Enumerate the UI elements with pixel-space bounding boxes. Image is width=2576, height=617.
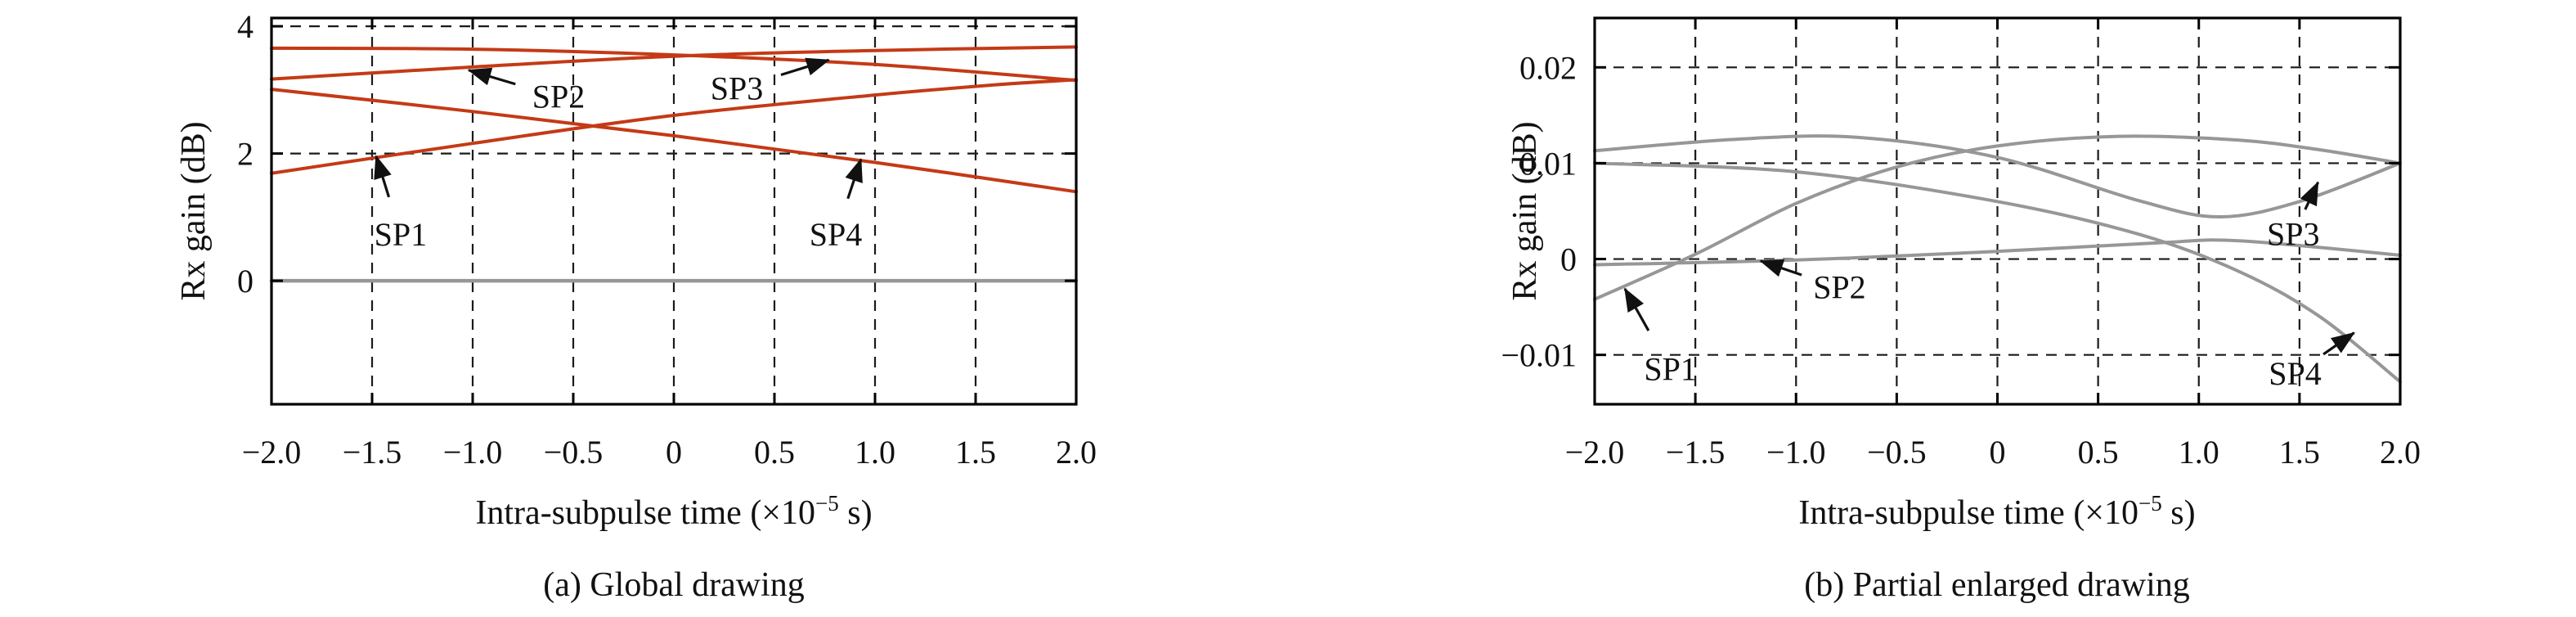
panel-a-sp1-label: SP1 — [375, 216, 428, 253]
panel-a-sp4-arrow-icon — [845, 158, 863, 200]
x-axis-title-pre: Intra-subpulse time (×10 — [475, 494, 815, 532]
x-axis-title-post: s) — [839, 494, 873, 532]
panel-a-series-sp4 — [270, 88, 1078, 194]
x-tick-label: 1.0 — [855, 434, 895, 471]
x-tick-label: 1.5 — [2279, 434, 2320, 471]
x-tick-label: −2.0 — [242, 434, 302, 471]
y-tick-label: 2 — [237, 136, 254, 173]
x-tick-label: 0.5 — [2078, 434, 2119, 471]
panel-b-sp4-label: SP4 — [2269, 355, 2322, 392]
x-tick-label: −0.5 — [1867, 434, 1927, 471]
panel-b-annotations: SP1 SP2 SP3 SP4 — [1623, 181, 2355, 392]
x-tick-label: −1.0 — [443, 434, 503, 471]
x-tick-label: −1.5 — [1666, 434, 1726, 471]
x-axis-title: Intra-subpulse time (×10−5 s) — [1798, 491, 2195, 532]
panel-b-partial-enlarged-drawing: −2.0 −1.5 −1.0 −0.5 0 0.5 1.0 1.5 2.0 0.02 0.01 0 −0… — [1501, 16, 2421, 604]
panel-a-series-sp3 — [270, 46, 1078, 83]
x-axis-title-superscript: −5 — [2138, 491, 2162, 516]
y-tick-label: 0.02 — [1519, 49, 1577, 86]
panel-a-sp2-arrow-icon — [467, 67, 516, 86]
panel-b-sp4-arrow-icon — [2322, 331, 2355, 356]
panel-b-series-sp4 — [1593, 161, 2402, 384]
panel-a-sp2-label: SP2 — [532, 78, 586, 115]
panel-b-gridlines — [1595, 18, 2400, 404]
panel-a-tick-labels: −2.0 −1.5 −1.0 −0.5 0 0.5 1.0 1.5 2.0 4 2 0 — [237, 8, 1097, 471]
x-axis-title-superscript: −5 — [815, 491, 839, 516]
x-tick-label: 2.0 — [2380, 434, 2421, 471]
panel-b-series-sp2 — [1593, 238, 2402, 267]
panel-b-sp1-label: SP1 — [1644, 350, 1697, 387]
y-tick-label: 0 — [1560, 241, 1577, 278]
x-tick-label: −2.0 — [1565, 434, 1625, 471]
panel-b-sp1-arrow-icon — [1623, 287, 1650, 331]
panel-b-sp3-label: SP3 — [2267, 216, 2320, 253]
panel-a-series — [269, 45, 1079, 283]
panel-a-frame — [270, 16, 1078, 406]
y-tick-label: 0 — [237, 263, 254, 299]
x-tick-label: 1.5 — [955, 434, 996, 471]
x-tick-label: 1.0 — [2179, 434, 2219, 471]
panel-a-sp4-label: SP4 — [810, 216, 863, 253]
panel-b-sp3-arrow-icon — [2300, 181, 2319, 210]
panel-a-annotations: SP1 SP2 SP3 SP4 — [374, 57, 863, 253]
panel-a-caption: (a) Global drawing — [543, 566, 805, 604]
panel-a-series-sp1 — [270, 78, 1078, 175]
panel-a-sp3-arrow-icon — [780, 57, 830, 77]
panel-b-sp2-arrow-icon — [1759, 259, 1802, 277]
panel-b-caption: (b) Partial enlarged drawing — [1804, 566, 2190, 604]
panel-b-series-sp3 — [1593, 134, 2402, 219]
panel-a-global-drawing: −2.0 −1.5 −1.0 −0.5 0 0.5 1.0 1.5 2.0 4 2 0 Intra-su… — [175, 8, 1097, 604]
x-tick-label: −0.5 — [544, 434, 604, 471]
y-axis-title: Rx gain (dB) — [175, 121, 213, 300]
x-tick-label: −1.0 — [1766, 434, 1826, 471]
panel-b-series — [1593, 134, 2402, 384]
panel-a-gridlines — [272, 18, 1076, 404]
x-axis-title-pre: Intra-subpulse time (×10 — [1798, 494, 2138, 532]
x-tick-label: 0 — [666, 434, 682, 471]
panel-b-tick-labels: −2.0 −1.5 −1.0 −0.5 0 0.5 1.0 1.5 2.0 0.02 0.01 0 −0… — [1501, 49, 2421, 471]
y-tick-label: 0.01 — [1519, 145, 1577, 182]
panel-a-sp3-label: SP3 — [711, 70, 764, 106]
y-tick-label: 4 — [237, 8, 254, 45]
x-tick-label: −1.5 — [343, 434, 402, 471]
y-axis-title: Rx gain (dB) — [1506, 121, 1544, 300]
panel-a-sp1-arrow-icon — [374, 155, 392, 198]
x-tick-label: 0 — [1990, 434, 2006, 471]
x-tick-label: 2.0 — [1056, 434, 1097, 471]
panel-b-sp2-label: SP2 — [1813, 269, 1866, 306]
panel-b-series-sp1 — [1593, 134, 2402, 301]
y-tick-label: −0.01 — [1501, 337, 1577, 374]
x-axis-title: Intra-subpulse time (×10−5 s) — [475, 491, 872, 532]
panel-b-frame — [1593, 16, 2402, 406]
x-axis-title-post: s) — [2162, 494, 2196, 532]
x-tick-label: 0.5 — [754, 434, 795, 471]
